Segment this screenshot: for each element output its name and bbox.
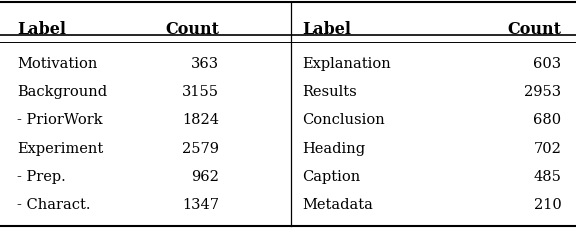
Text: 702: 702 xyxy=(534,141,562,155)
Text: - PriorWork: - PriorWork xyxy=(17,113,103,127)
Text: Heading: Heading xyxy=(302,141,366,155)
Text: 962: 962 xyxy=(191,169,219,183)
Text: Count: Count xyxy=(165,21,219,38)
Text: 2579: 2579 xyxy=(182,141,219,155)
Text: Caption: Caption xyxy=(302,169,361,183)
Text: Background: Background xyxy=(17,85,107,99)
Text: 603: 603 xyxy=(533,57,562,70)
Text: 680: 680 xyxy=(533,113,562,127)
Text: Experiment: Experiment xyxy=(17,141,104,155)
Text: Motivation: Motivation xyxy=(17,57,98,70)
Text: Label: Label xyxy=(302,21,351,38)
Text: 1347: 1347 xyxy=(182,198,219,211)
Text: 1824: 1824 xyxy=(182,113,219,127)
Text: Metadata: Metadata xyxy=(302,198,373,211)
Text: 363: 363 xyxy=(191,57,219,70)
Text: Count: Count xyxy=(507,21,562,38)
Text: - Prep.: - Prep. xyxy=(17,169,66,183)
Text: 485: 485 xyxy=(534,169,562,183)
Text: 2953: 2953 xyxy=(525,85,562,99)
Text: 3155: 3155 xyxy=(182,85,219,99)
Text: Results: Results xyxy=(302,85,357,99)
Text: - Charact.: - Charact. xyxy=(17,198,91,211)
Text: Explanation: Explanation xyxy=(302,57,391,70)
Text: Label: Label xyxy=(17,21,66,38)
Text: 210: 210 xyxy=(534,198,562,211)
Text: Conclusion: Conclusion xyxy=(302,113,385,127)
